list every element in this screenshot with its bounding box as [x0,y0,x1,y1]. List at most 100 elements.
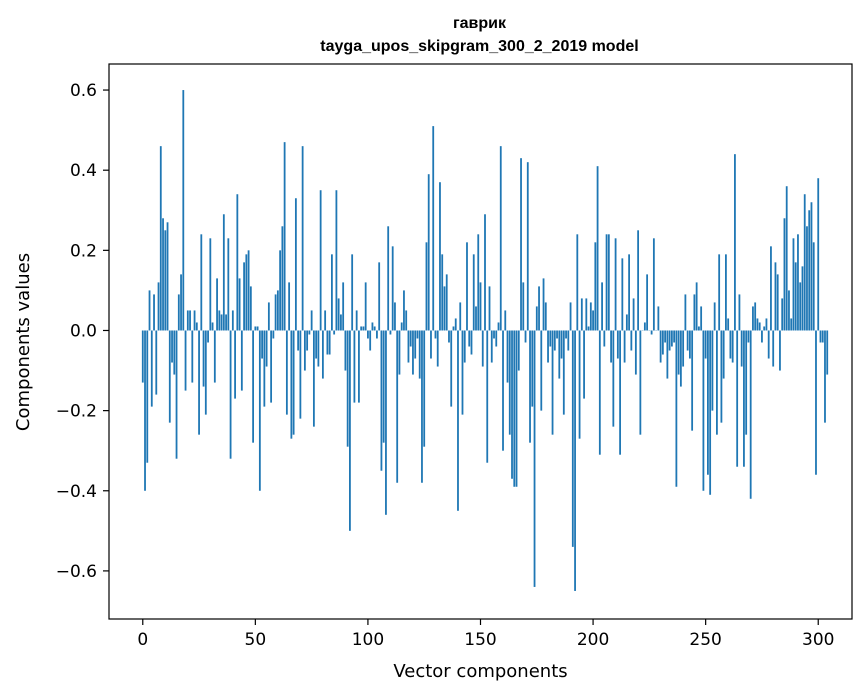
bar [625,314,628,331]
bar [716,330,718,435]
bar [245,254,248,331]
bar [628,254,630,331]
bar [668,330,671,351]
bar [240,330,243,391]
bar [812,242,815,331]
bar [585,298,588,331]
bar [317,330,320,367]
bar [727,318,730,331]
bar [666,330,669,379]
bar [450,330,453,407]
bar [396,330,399,483]
bar [150,330,153,407]
bar [720,330,723,423]
bar [634,330,637,375]
bar [540,330,543,411]
bar [679,330,682,387]
bar [461,330,464,415]
bar [481,330,484,367]
bar [576,234,579,331]
bar [693,294,696,331]
bar [299,330,302,419]
bar [544,302,547,331]
bar [321,330,324,379]
chart-subtitle: tayga_upos_skipgram_300_2_2019 model [320,38,638,55]
bar [603,330,606,347]
bar [378,262,381,331]
bar [754,302,757,331]
bar [511,330,513,479]
bar [792,238,795,331]
bar [213,330,216,383]
bar [418,330,421,379]
x-tick-label: 0 [137,630,148,650]
bar [558,330,561,379]
bar [353,330,356,403]
bar [155,330,158,395]
bar [506,330,509,383]
bar [164,230,167,331]
bar [358,330,360,403]
bar [560,330,563,359]
bar [686,330,689,351]
bar [745,330,748,435]
bar [400,322,403,331]
bar [243,262,245,331]
bar [646,274,649,331]
bar [256,326,259,331]
bar [229,330,232,459]
bar [808,210,811,331]
bar [236,194,239,331]
bar [752,306,754,331]
bar [416,330,419,339]
bar [452,326,455,331]
bar [421,330,423,483]
bar [193,310,196,331]
bar [729,330,732,359]
bar [673,330,676,343]
bar [826,330,829,375]
bar [189,310,191,331]
bar [549,330,552,347]
bar [657,306,660,331]
bar [488,286,491,331]
bar [695,282,698,331]
bar [767,330,770,359]
bar [652,238,655,331]
bar [824,330,826,423]
bar [711,330,714,411]
bar [394,302,396,331]
bar [272,330,275,339]
bar [664,330,667,343]
bar [466,242,468,331]
bar [310,310,313,331]
bar [303,330,306,371]
bar [180,274,182,331]
bar [661,330,664,355]
bar [448,330,450,343]
bar [761,330,763,343]
bar [362,326,365,331]
bar [529,330,531,443]
bar [427,174,430,331]
bar [261,330,263,359]
bar [186,310,189,331]
bar [707,330,709,475]
bar [612,330,615,427]
bar [209,238,212,331]
bar [175,330,178,459]
bar [522,282,525,331]
bar [747,330,750,343]
bar [380,330,383,471]
bar [484,214,486,331]
y-tick-label: −0.6 [56,562,97,582]
bar [470,330,473,355]
bar [468,330,471,347]
bar [801,266,804,331]
bar [141,330,144,383]
bar [688,330,691,359]
bar [430,330,432,359]
bar [621,258,624,331]
bar [493,330,495,339]
